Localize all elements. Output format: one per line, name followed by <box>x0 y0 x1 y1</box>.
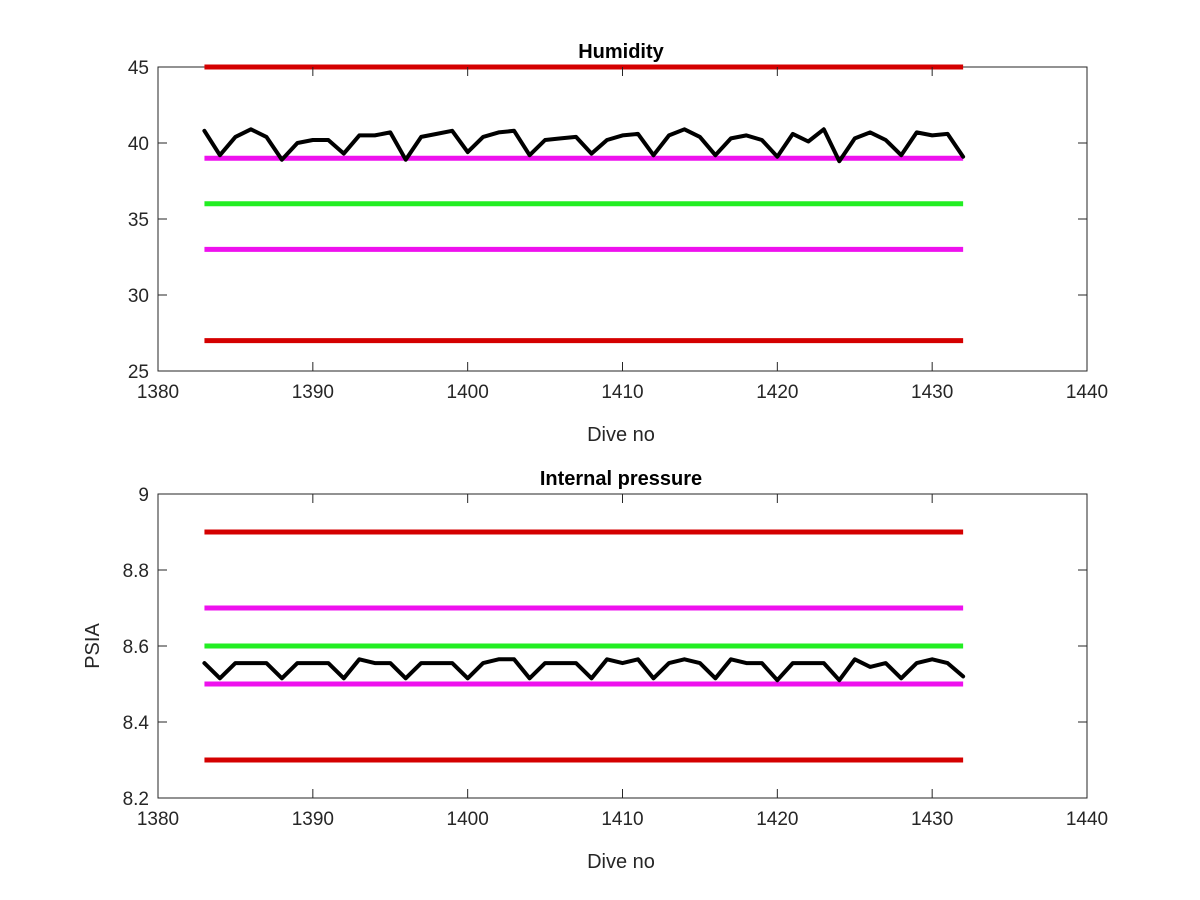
humidity-y-tick-label: 25 <box>128 362 149 383</box>
pressure-x-tick-label: 1440 <box>1066 809 1108 830</box>
pressure-x-tick-label: 1400 <box>447 809 489 830</box>
pressure-x-tick-label: 1380 <box>137 809 179 830</box>
pressure-y-axis-label: PSIA <box>82 623 104 669</box>
humidity-y-tick-labels: 25 30 35 40 45 <box>128 58 149 383</box>
humidity-chart-title: Humidity <box>578 41 664 63</box>
pressure-chart-title: Internal pressure <box>540 468 702 490</box>
humidity-x-tick-label: 1430 <box>911 382 953 403</box>
humidity-y-tick-label: 35 <box>128 210 149 231</box>
pressure-y-tick-label: 8.4 <box>123 713 150 734</box>
pressure-y-tick-label: 9 <box>138 485 149 506</box>
pressure-y-tick-label: 8.2 <box>123 789 149 810</box>
pressure-x-tick-label: 1430 <box>911 809 953 830</box>
pressure-reference-lines <box>204 529 964 763</box>
pressure-x-tick-label: 1390 <box>292 809 334 830</box>
humidity-x-tick-label: 1410 <box>601 382 643 403</box>
humidity-axes-box <box>157 66 1088 372</box>
humidity-x-tick-label: 1390 <box>292 382 334 403</box>
humidity-series <box>202 127 966 164</box>
humidity-x-tick-labels: 1380 1390 1400 1410 1420 1430 1440 <box>137 382 1108 403</box>
humidity-ticks <box>157 66 1088 372</box>
pressure-series <box>202 657 966 683</box>
pressure-y-tick-label: 8.8 <box>123 561 149 582</box>
humidity-y-tick-label: 30 <box>128 286 149 307</box>
humidity-y-tick-label: 45 <box>128 58 149 79</box>
internal-pressure-chart: 1380 1390 1400 1410 1420 1430 1440 8.28.48.68.… <box>82 468 1108 873</box>
pressure-ticks <box>157 493 1088 799</box>
pressure-x-axis-label: Dive no <box>587 851 655 873</box>
pressure-x-tick-label: 1410 <box>601 809 643 830</box>
pressure-x-tick-label: 1420 <box>756 809 798 830</box>
humidity-chart: 1380 1390 1400 1410 1420 1430 1440 2530354045 … <box>128 41 1108 446</box>
humidity-x-tick-label: 1380 <box>137 382 179 403</box>
humidity-x-tick-label: 1400 <box>447 382 489 403</box>
humidity-x-tick-label: 1440 <box>1066 382 1108 403</box>
pressure-y-tick-label: 8.6 <box>123 637 149 658</box>
pressure-data-line <box>202 657 966 683</box>
pressure-x-tick-labels: 1380 1390 1400 1410 1420 1430 1440 <box>137 809 1108 830</box>
humidity-data-line <box>202 127 966 164</box>
humidity-x-tick-label: 1420 <box>756 382 798 403</box>
humidity-x-axis-label: Dive no <box>587 424 655 446</box>
pressure-y-tick-labels: 8.2 8.4 8.6 8.8 9 <box>123 485 150 810</box>
humidity-y-tick-label: 40 <box>128 134 149 155</box>
